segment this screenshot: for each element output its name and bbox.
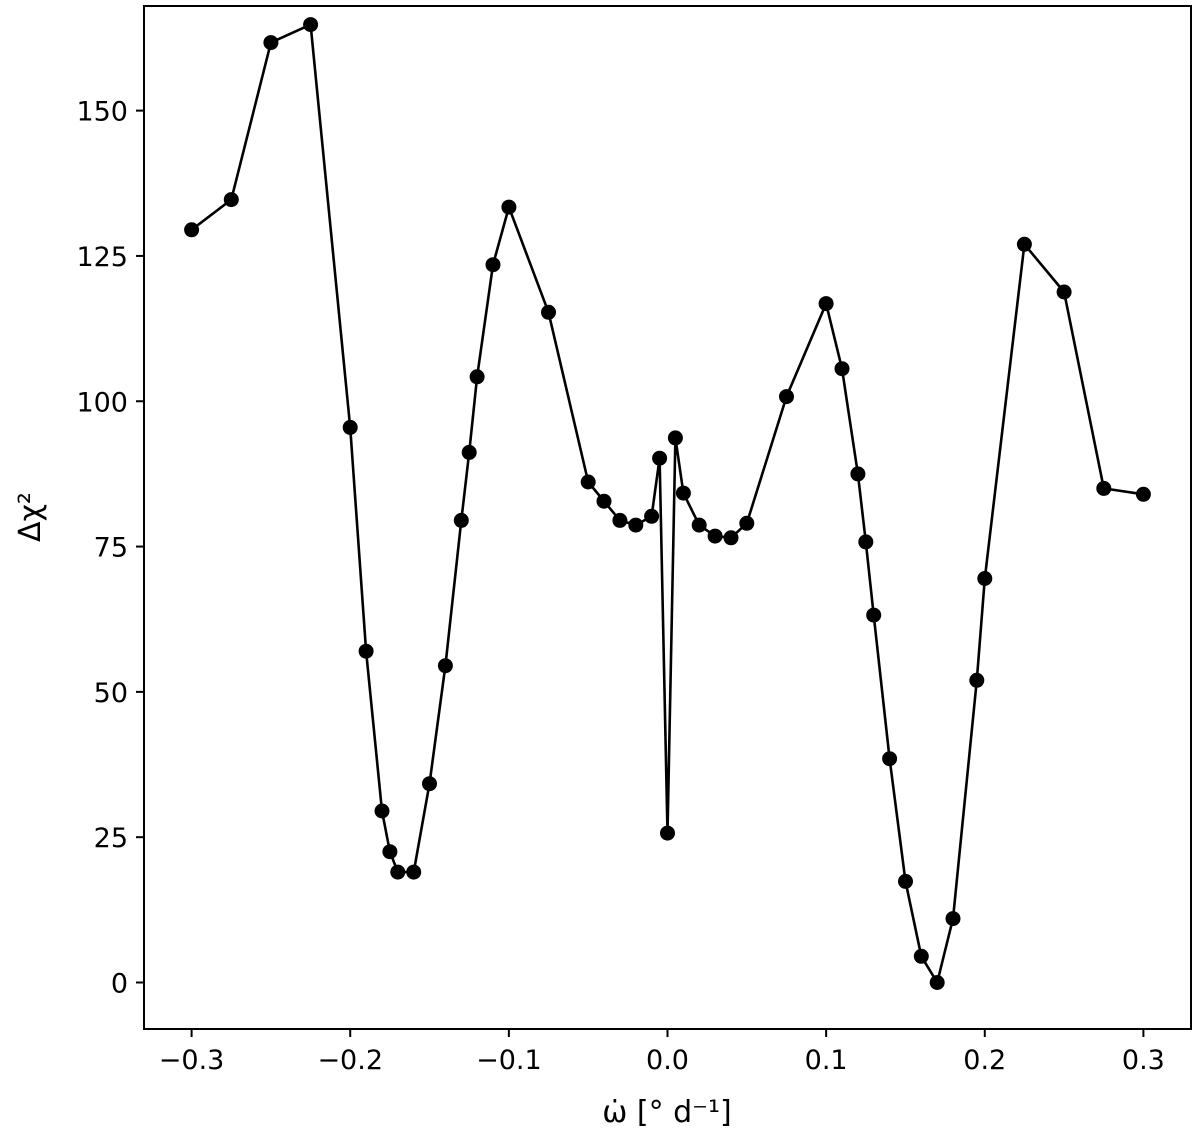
- data-point: [739, 515, 755, 531]
- data-point: [675, 485, 691, 501]
- data-point: [882, 751, 898, 767]
- x-tick-label: 0.2: [963, 1045, 1006, 1076]
- data-point: [969, 672, 985, 688]
- data-point: [184, 222, 200, 238]
- data-point: [342, 419, 358, 435]
- data-point: [866, 607, 882, 623]
- data-point: [691, 517, 707, 533]
- data-point: [834, 361, 850, 377]
- x-tick-label: −0.2: [317, 1045, 383, 1076]
- x-tick-label: −0.1: [476, 1045, 542, 1076]
- x-tick-label: 0.1: [805, 1045, 848, 1076]
- data-point: [382, 844, 398, 860]
- y-tick-label: 125: [76, 242, 128, 273]
- data-point: [374, 803, 390, 819]
- data-point: [898, 873, 913, 889]
- data-point: [612, 512, 628, 528]
- data-point: [644, 508, 660, 524]
- x-tick-label: 0.3: [1122, 1045, 1165, 1076]
- y-tick-label: 75: [94, 533, 128, 564]
- data-point: [437, 658, 453, 674]
- y-tick-label: 25: [94, 823, 128, 854]
- data-point: [858, 534, 874, 550]
- data-point: [390, 864, 406, 880]
- data-point: [303, 17, 319, 33]
- data-point: [422, 776, 437, 792]
- y-tick-label: 0: [111, 969, 128, 1000]
- data-point: [1016, 236, 1032, 252]
- data-point: [541, 304, 556, 320]
- data-point: [913, 948, 929, 964]
- y-axis: 0 25 50 75 100 125 150: [76, 97, 144, 1000]
- data-point: [453, 512, 469, 528]
- data-point: [461, 444, 477, 460]
- y-tick-label: 100: [76, 387, 128, 418]
- data-point: [469, 369, 485, 385]
- data-point: [929, 975, 945, 990]
- data-point: [406, 864, 422, 880]
- data-point: [977, 571, 993, 586]
- data-point: [660, 825, 675, 841]
- y-axis-title: Δχ²: [13, 492, 48, 542]
- data-point: [358, 643, 374, 659]
- y-tick-label: 50: [94, 678, 128, 709]
- x-tick-label: −0.3: [159, 1045, 225, 1076]
- plot-area: −0.3 −0.2 −0.1 0.0 0.1 0.2 0.3 0 25 50 75 100 125 15…: [76, 5, 1192, 1076]
- data-point: [707, 528, 723, 544]
- data-point: [945, 911, 961, 927]
- data-point: [1096, 480, 1112, 496]
- plot-frame: [143, 5, 1192, 1030]
- data-point: [1056, 284, 1072, 300]
- data-point: [223, 192, 239, 208]
- data-point: [628, 517, 644, 533]
- x-axis-title: ω̇ [° d⁻¹]: [602, 1095, 732, 1130]
- data-point: [580, 474, 596, 490]
- y-tick-label: 150: [76, 97, 128, 128]
- data-point: [850, 466, 866, 482]
- data-point: [596, 493, 612, 509]
- data-point: [501, 199, 517, 215]
- data-point: [652, 450, 668, 466]
- data-point: [485, 257, 501, 273]
- x-tick-label: 0.0: [646, 1045, 689, 1076]
- data-point: [723, 530, 739, 546]
- x-axis: −0.3 −0.2 −0.1 0.0 0.1 0.2 0.3: [159, 1029, 1165, 1076]
- data-point: [1135, 486, 1151, 502]
- data-point: [667, 430, 683, 446]
- data-point: [779, 389, 794, 405]
- series-markers: [184, 17, 1151, 990]
- data-point: [263, 35, 279, 51]
- data-point: [818, 296, 834, 312]
